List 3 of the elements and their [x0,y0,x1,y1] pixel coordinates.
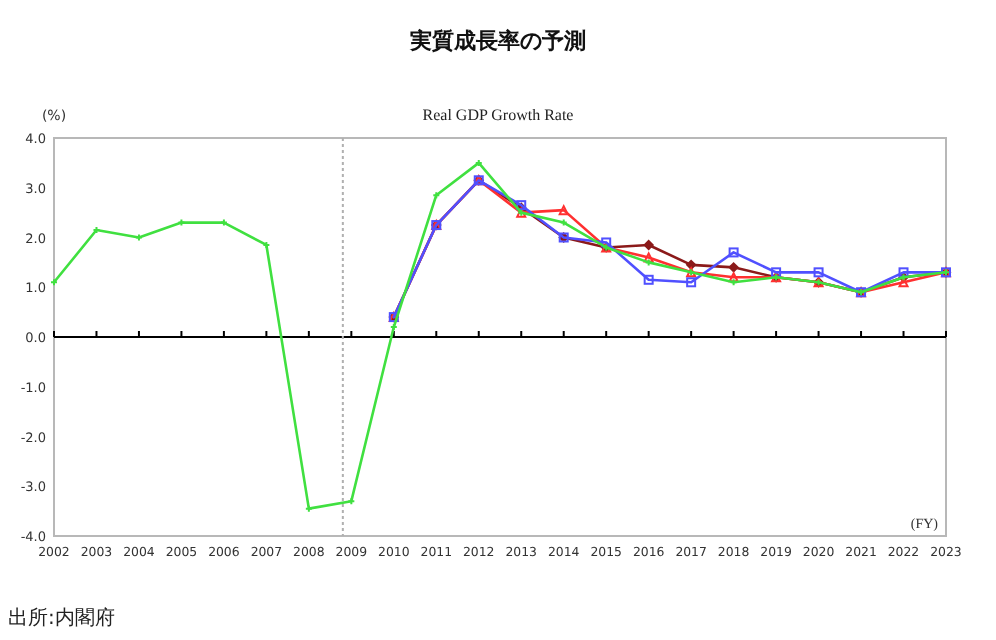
chart-title: 実質成長率の予測 [408,28,586,54]
chart-subtitle: Real GDP Growth Rate [422,106,575,124]
text: 出所:内閣府 [8,606,115,630]
